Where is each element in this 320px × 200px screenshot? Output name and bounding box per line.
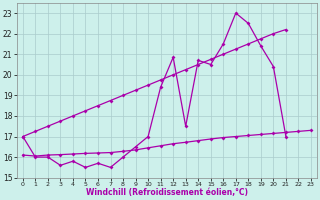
X-axis label: Windchill (Refroidissement éolien,°C): Windchill (Refroidissement éolien,°C) [86,188,248,197]
